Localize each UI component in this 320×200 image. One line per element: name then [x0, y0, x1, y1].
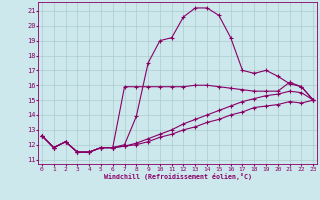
- X-axis label: Windchill (Refroidissement éolien,°C): Windchill (Refroidissement éolien,°C): [104, 173, 252, 180]
